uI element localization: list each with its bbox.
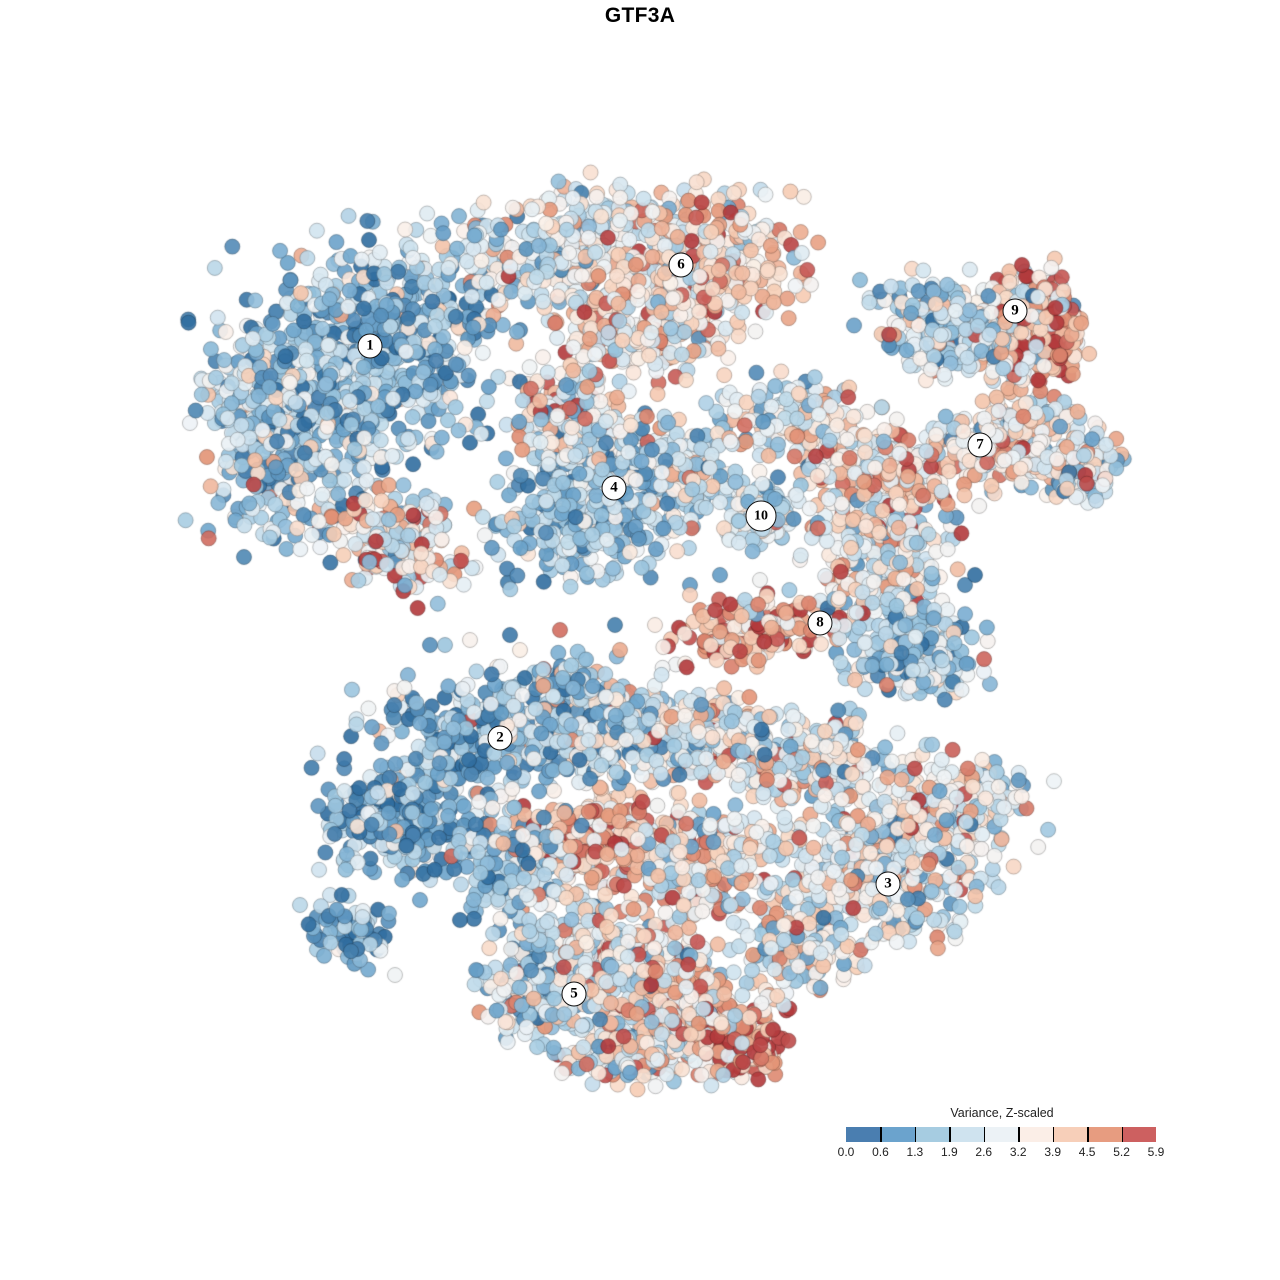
colorbar-segment-7 bbox=[1087, 1127, 1122, 1142]
cluster-label-3[interactable]: 3 bbox=[875, 871, 901, 897]
colorbar-tick-label: 0.0 bbox=[837, 1145, 855, 1159]
colorbar-gradient bbox=[846, 1127, 1156, 1142]
cluster-label-8[interactable]: 8 bbox=[807, 610, 833, 636]
colorbar-tick-6 bbox=[1052, 1127, 1055, 1142]
colorbar-tick-7 bbox=[1087, 1127, 1089, 1142]
colorbar-tick-1 bbox=[880, 1127, 882, 1142]
colorbar-ticks bbox=[846, 1127, 1156, 1142]
colorbar-tick-label: 4.5 bbox=[1078, 1145, 1096, 1159]
colorbar-tick-label: 3.9 bbox=[1044, 1145, 1061, 1159]
cluster-label-10[interactable]: 10 bbox=[745, 500, 777, 532]
cluster-label-1[interactable]: 1 bbox=[357, 333, 383, 359]
colorbar-segment-3 bbox=[949, 1127, 984, 1142]
cluster-label-9[interactable]: 9 bbox=[1002, 298, 1028, 324]
colorbar-segment-2 bbox=[914, 1127, 950, 1142]
colorbar-legend: Variance, Z-scaled 0.0 0.6 1.3 1.9 2.6 3.2 3.9… bbox=[838, 1106, 1165, 1163]
colorbar-tick-4 bbox=[983, 1127, 986, 1142]
cluster-label-5[interactable]: 5 bbox=[561, 981, 587, 1007]
legend-bar-wrap bbox=[846, 1127, 1156, 1142]
colorbar-segment-4 bbox=[983, 1127, 1019, 1142]
colorbar-segment-1 bbox=[880, 1127, 915, 1142]
colorbar-tick-labels: 0.0 0.6 1.3 1.9 2.6 3.2 3.9 4.5 5.2 5.9 bbox=[838, 1145, 1165, 1163]
colorbar-segment-8 bbox=[1121, 1127, 1156, 1142]
colorbar-tick-2 bbox=[914, 1127, 917, 1142]
cluster-label-2[interactable]: 2 bbox=[487, 725, 513, 751]
colorbar-segment-5 bbox=[1018, 1127, 1053, 1142]
colorbar-tick-label: 1.9 bbox=[940, 1145, 958, 1159]
colorbar-tick-label: 2.6 bbox=[975, 1145, 993, 1159]
colorbar-tick-label: 5.9 bbox=[1147, 1145, 1165, 1159]
cluster-label-6[interactable]: 6 bbox=[668, 252, 694, 278]
colorbar-segment-6 bbox=[1052, 1127, 1088, 1142]
colorbar-tick-8 bbox=[1121, 1127, 1123, 1142]
colorbar-tick-5 bbox=[1018, 1127, 1020, 1142]
colorbar-tick-label: 0.6 bbox=[872, 1145, 889, 1159]
colorbar-tick-3 bbox=[949, 1127, 951, 1142]
colorbar-tick-label: 1.3 bbox=[906, 1145, 924, 1159]
colorbar-segment-0 bbox=[846, 1127, 881, 1142]
colorbar-tick-label: 5.2 bbox=[1113, 1145, 1130, 1159]
cluster-label-4[interactable]: 4 bbox=[601, 475, 627, 501]
cluster-label-7[interactable]: 7 bbox=[967, 432, 993, 458]
legend-title: Variance, Z-scaled bbox=[950, 1106, 1054, 1120]
colorbar-tick-label: 3.2 bbox=[1009, 1145, 1027, 1159]
